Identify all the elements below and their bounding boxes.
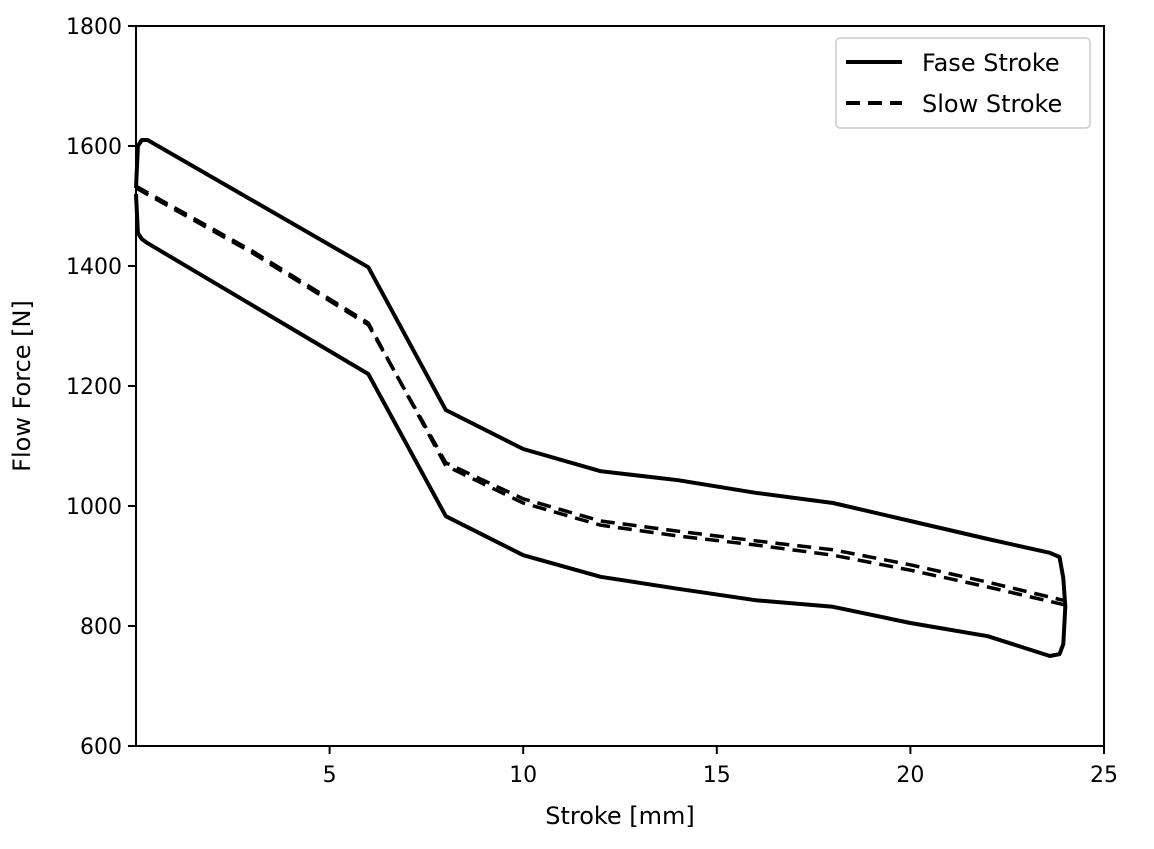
y-tick-label: 600	[80, 735, 122, 760]
y-tick-label: 1800	[66, 15, 122, 40]
x-tick-label: 25	[1090, 763, 1118, 788]
legend-label-fase-stroke: Fase Stroke	[922, 49, 1060, 77]
y-tick-label: 800	[80, 615, 122, 640]
y-axis-ticks: 600 800 1000 1200 1400 1600 1800	[66, 15, 136, 760]
plot-lines	[134, 138, 1068, 658]
y-tick-label: 1000	[66, 495, 122, 520]
plot-frame	[135, 25, 1105, 747]
x-tick-label: 15	[703, 763, 731, 788]
series-line-slow-stroke-return	[135, 186, 1066, 603]
legend: Fase Stroke Slow Stroke	[835, 37, 1091, 129]
series-line-fase-stroke	[134, 138, 1068, 658]
y-tick-label: 1400	[66, 255, 122, 280]
x-axis-ticks: 5 10 15 20 25	[323, 746, 1118, 788]
x-axis-title: Stroke [mm]	[545, 802, 695, 830]
y-tick-label: 1600	[66, 135, 122, 160]
x-tick-label: 5	[323, 763, 337, 788]
legend-label-slow-stroke: Slow Stroke	[922, 90, 1062, 118]
y-tick-label: 1200	[66, 375, 122, 400]
y-axis-title: Flow Force [N]	[8, 300, 36, 472]
series-line-slow-stroke	[135, 184, 1066, 607]
x-tick-label: 10	[509, 763, 537, 788]
x-tick-label: 20	[896, 763, 924, 788]
